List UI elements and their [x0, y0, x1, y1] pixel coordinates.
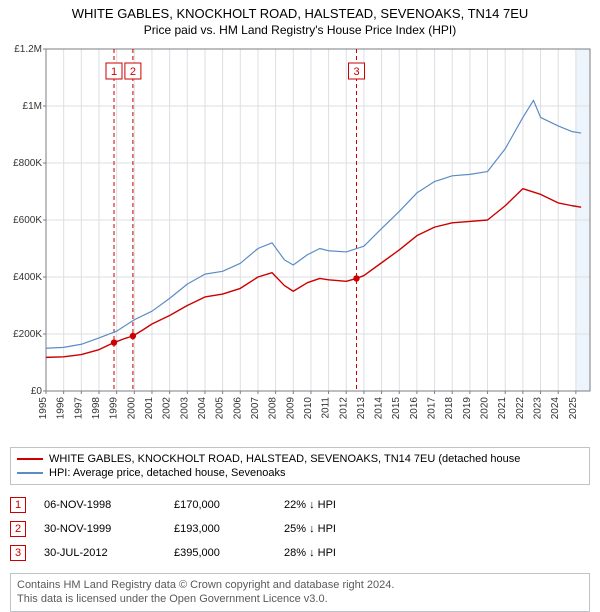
- legend-label: WHITE GABLES, KNOCKHOLT ROAD, HALSTEAD, …: [49, 453, 520, 465]
- transaction-price: £395,000: [174, 547, 284, 559]
- svg-text:2012: 2012: [338, 397, 349, 420]
- attribution-line1: Contains HM Land Registry data © Crown c…: [17, 578, 583, 592]
- transactions-table: 1 06-NOV-1998£170,00022% ↓ HPI 2 30-NOV-199…: [10, 493, 590, 565]
- svg-text:2019: 2019: [462, 397, 473, 420]
- transaction-marker: 2: [10, 521, 26, 537]
- transaction-price: £193,000: [174, 523, 284, 535]
- transaction-row: 1 06-NOV-1998£170,00022% ↓ HPI: [10, 493, 590, 517]
- transaction-hpi-diff: 28% ↓ HPI: [284, 547, 384, 559]
- legend-item: WHITE GABLES, KNOCKHOLT ROAD, HALSTEAD, …: [17, 452, 583, 466]
- transaction-date: 30-JUL-2012: [44, 547, 174, 559]
- svg-text:£1.2M: £1.2M: [14, 44, 42, 55]
- svg-text:1995: 1995: [38, 397, 49, 420]
- svg-text:£400K: £400K: [13, 272, 42, 283]
- svg-text:2: 2: [130, 66, 136, 78]
- chart-subtitle: Price paid vs. HM Land Registry's House …: [0, 21, 600, 41]
- svg-text:1999: 1999: [109, 397, 120, 420]
- svg-text:£800K: £800K: [13, 158, 42, 169]
- legend-swatch: [17, 472, 43, 474]
- svg-text:2010: 2010: [303, 397, 314, 420]
- svg-text:2004: 2004: [197, 397, 208, 420]
- svg-text:3: 3: [353, 66, 359, 78]
- svg-text:2003: 2003: [179, 397, 190, 420]
- svg-text:2006: 2006: [232, 397, 243, 420]
- legend-item: HPI: Average price, detached house, Seve…: [17, 466, 583, 480]
- chart-title: WHITE GABLES, KNOCKHOLT ROAD, HALSTEAD, …: [0, 0, 600, 21]
- transaction-hpi-diff: 25% ↓ HPI: [284, 523, 384, 535]
- svg-text:£1M: £1M: [23, 101, 42, 112]
- svg-text:2007: 2007: [250, 397, 261, 420]
- transaction-marker: 3: [10, 545, 26, 561]
- svg-text:2008: 2008: [268, 397, 279, 420]
- legend: WHITE GABLES, KNOCKHOLT ROAD, HALSTEAD, …: [10, 447, 590, 485]
- svg-text:2025: 2025: [568, 397, 579, 420]
- svg-text:2011: 2011: [321, 397, 332, 419]
- svg-text:2014: 2014: [374, 397, 385, 420]
- svg-text:2023: 2023: [533, 397, 544, 420]
- svg-text:2016: 2016: [409, 397, 420, 420]
- svg-text:£0: £0: [31, 386, 43, 397]
- svg-text:£200K: £200K: [13, 329, 42, 340]
- svg-text:£600K: £600K: [13, 215, 42, 226]
- svg-text:2001: 2001: [144, 397, 155, 420]
- transaction-date: 30-NOV-1999: [44, 523, 174, 535]
- svg-text:2020: 2020: [480, 397, 491, 420]
- svg-text:1997: 1997: [73, 397, 84, 420]
- transaction-row: 3 30-JUL-2012£395,00028% ↓ HPI: [10, 541, 590, 565]
- svg-text:2018: 2018: [444, 397, 455, 420]
- svg-text:2002: 2002: [162, 397, 173, 420]
- svg-text:2000: 2000: [126, 397, 137, 420]
- svg-text:2013: 2013: [356, 397, 367, 420]
- transaction-marker: 1: [10, 497, 26, 513]
- svg-text:2024: 2024: [550, 397, 561, 420]
- svg-text:1996: 1996: [56, 397, 67, 420]
- svg-text:1: 1: [111, 66, 117, 78]
- svg-text:2015: 2015: [391, 397, 402, 420]
- attribution: Contains HM Land Registry data © Crown c…: [10, 573, 590, 612]
- svg-text:2005: 2005: [215, 397, 226, 420]
- transaction-price: £170,000: [174, 499, 284, 511]
- svg-text:2009: 2009: [285, 397, 296, 420]
- svg-text:1998: 1998: [91, 397, 102, 420]
- svg-text:2017: 2017: [427, 397, 438, 420]
- svg-text:2021: 2021: [497, 397, 508, 420]
- svg-text:2022: 2022: [515, 397, 526, 420]
- legend-swatch: [17, 458, 43, 460]
- chart-area: £0 £200K £400K £600K £800K £1M £1.2M 1995 1996 19…: [0, 41, 600, 441]
- transaction-row: 2 30-NOV-1999£193,00025% ↓ HPI: [10, 517, 590, 541]
- line-chart: £0 £200K £400K £600K £800K £1M £1.2M 1995 1996 19…: [0, 41, 600, 441]
- transaction-hpi-diff: 22% ↓ HPI: [284, 499, 384, 511]
- attribution-line2: This data is licensed under the Open Gov…: [17, 592, 583, 606]
- legend-label: HPI: Average price, detached house, Seve…: [49, 467, 285, 479]
- transaction-date: 06-NOV-1998: [44, 499, 174, 511]
